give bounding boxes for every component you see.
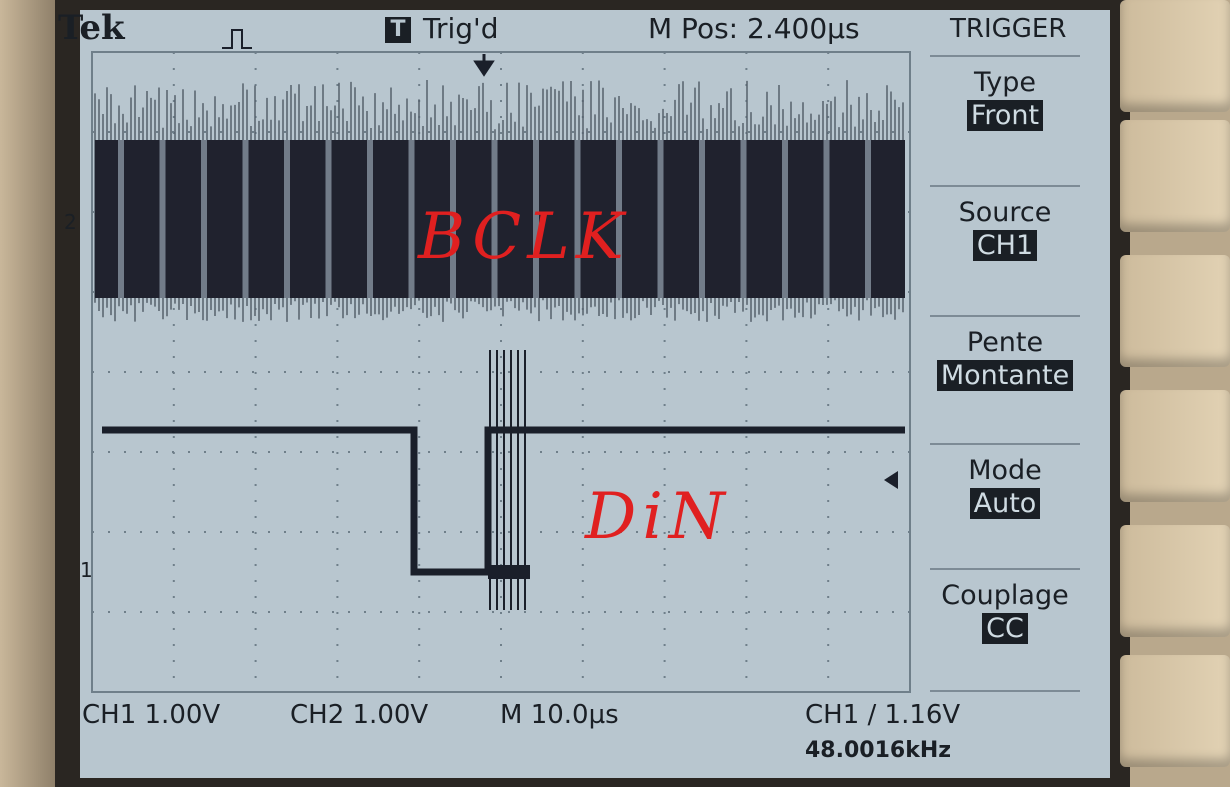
ch1-scale: CH1 1.00V <box>82 700 220 730</box>
ch1-ground-marker: 1 <box>80 558 93 582</box>
ch2-bclk-gap <box>658 140 664 298</box>
menu-item-value: Front <box>967 100 1043 131</box>
ch2-bclk-gap <box>741 140 747 298</box>
trigger-status: T Trig'd <box>385 12 499 45</box>
ch2-bclk-gap <box>201 140 207 298</box>
trigger-frequency: 48.0016kHz <box>805 738 951 763</box>
trigger-badge-icon: T <box>385 17 411 43</box>
menu-item-slope[interactable]: Pente Montante <box>930 315 1080 437</box>
ch2-ground-marker: 2 <box>64 210 77 234</box>
menu-item-type[interactable]: Type Front <box>930 55 1080 177</box>
ch2-bclk-gap <box>284 140 290 298</box>
menu-item-source[interactable]: Source CH1 <box>930 185 1080 307</box>
pulse-waveform-icon <box>222 30 252 48</box>
ch2-bclk-gap <box>824 140 830 298</box>
menu-item-mode[interactable]: Mode Auto <box>930 443 1080 565</box>
ch2-bclk-gap <box>865 140 871 298</box>
menu-item-label: Couplage <box>930 580 1080 611</box>
menu-item-coupling[interactable]: Couplage CC <box>930 568 1080 692</box>
ch2-bclk-gap <box>243 140 249 298</box>
trigger-state-text: Trig'd <box>423 12 499 45</box>
trigger-position-arrow-icon <box>476 54 492 74</box>
trigger-level-arrow-icon <box>884 471 898 489</box>
brand-logo: Tek <box>58 8 125 48</box>
ch2-bclk-gap <box>118 140 124 298</box>
menu-item-value: Auto <box>970 488 1041 519</box>
menu-item-value: CC <box>982 613 1028 644</box>
menu-item-label: Pente <box>930 327 1080 358</box>
menu-item-label: Type <box>930 67 1080 98</box>
menu-item-label: Mode <box>930 455 1080 486</box>
menu-item-label: Source <box>930 197 1080 228</box>
menu-title: TRIGGER <box>950 14 1066 44</box>
ch2-bclk-gap <box>409 140 415 298</box>
menu-item-value: CH1 <box>973 230 1037 261</box>
ch2-bclk-gap <box>699 140 705 298</box>
trigger-level: CH1 ∕ 1.16V <box>805 700 960 730</box>
menu-item-value: Montante <box>937 360 1073 391</box>
annotation-din: DiN <box>585 480 731 554</box>
ch2-bclk-gap <box>782 140 788 298</box>
ch2-bclk-gap <box>367 140 373 298</box>
timebase: M 10.0µs <box>500 700 619 730</box>
annotation-bclk: BCLK <box>418 200 630 274</box>
ch2-bclk-gap <box>160 140 166 298</box>
ch1-din-low-segment <box>488 565 530 579</box>
ch2-bclk-gap <box>326 140 332 298</box>
ch2-scale: CH2 1.00V <box>290 700 428 730</box>
horizontal-position: M Pos: 2.400µs <box>648 12 860 45</box>
